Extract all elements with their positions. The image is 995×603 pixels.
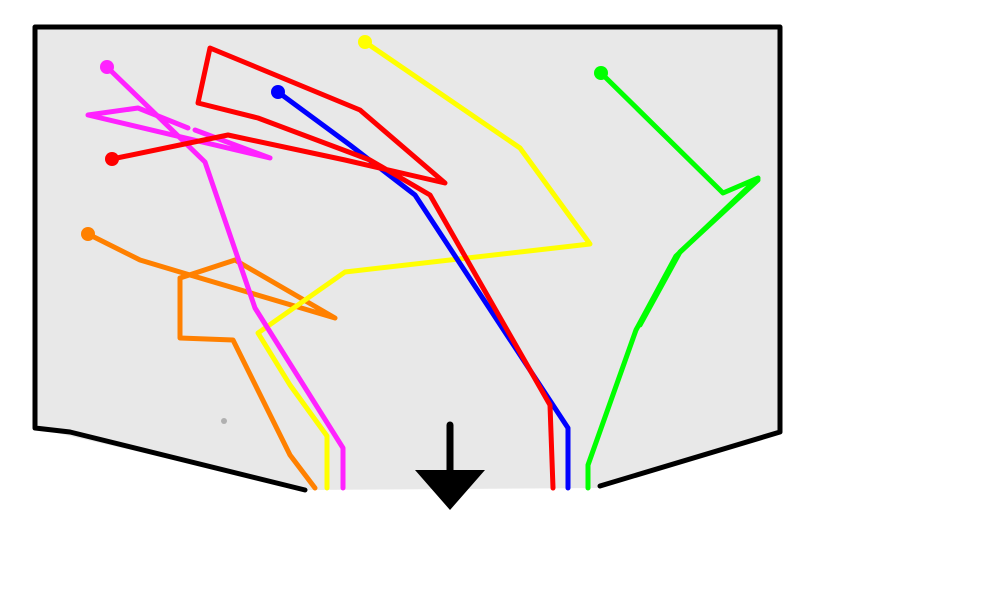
stray-dot bbox=[221, 418, 227, 424]
arrow-down-icon bbox=[415, 421, 485, 510]
container-panel-fill bbox=[35, 27, 780, 490]
container-outline bbox=[32, 24, 783, 493]
path-red bbox=[109, 45, 556, 491]
path-orange-start-point bbox=[81, 227, 95, 241]
container-outline-left bbox=[32, 24, 783, 493]
path-red-start-point bbox=[105, 152, 119, 166]
path-group bbox=[81, 35, 761, 491]
path-blue-start-point bbox=[271, 85, 285, 99]
path-magenta-start-point bbox=[100, 60, 114, 74]
path-magenta-loop bbox=[85, 105, 273, 161]
path-green-start-point bbox=[594, 66, 608, 80]
path-orange bbox=[85, 231, 338, 491]
path-green-double bbox=[637, 177, 761, 328]
arrow-down-head bbox=[415, 470, 485, 510]
path-magenta bbox=[104, 64, 346, 491]
path-blue bbox=[275, 89, 571, 491]
path-yellow-start-point bbox=[358, 35, 372, 49]
path-yellow bbox=[255, 39, 593, 491]
